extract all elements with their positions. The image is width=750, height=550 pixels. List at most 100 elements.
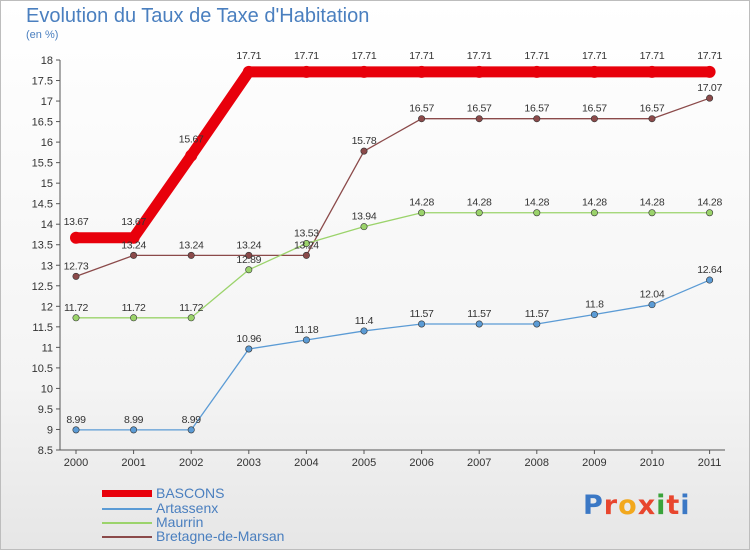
data-point [127, 231, 140, 244]
data-point [706, 209, 714, 217]
x-tick-label: 2002 [179, 457, 203, 469]
x-tick-label: 2008 [525, 457, 549, 469]
x-tick-label: 2004 [294, 457, 318, 469]
data-label: 13.53 [294, 228, 319, 240]
data-label: 17.71 [524, 50, 549, 62]
data-point [70, 231, 82, 244]
y-tick-label: 9 [47, 424, 53, 436]
data-label: 11.4 [355, 315, 374, 327]
x-tick-label: 2007 [467, 457, 491, 469]
data-point [648, 115, 656, 123]
data-point [648, 209, 656, 217]
data-point [360, 327, 368, 335]
data-label: 11.18 [294, 324, 318, 336]
data-point [706, 94, 714, 102]
data-point [648, 301, 656, 309]
series-line-artassenx [75, 279, 711, 431]
x-tick-label: 2000 [64, 457, 88, 469]
data-point [72, 272, 80, 280]
y-tick-label: 11 [42, 342, 53, 354]
data-point [475, 115, 483, 123]
data-label: 11.57 [410, 308, 434, 320]
data-label: 8.99 [66, 414, 86, 426]
chart-title: Evolution du Taux de Taxe d'Habitation [26, 5, 370, 27]
y-tick-label: 15.5 [32, 158, 53, 170]
series-line-bretagne-de-marsan [75, 97, 711, 277]
data-point [533, 115, 541, 123]
y-tick-label: 18 [41, 55, 53, 67]
data-point [245, 251, 253, 259]
data-point [245, 345, 253, 353]
data-point [72, 426, 80, 434]
proxiti-logo: Proxiti [583, 490, 691, 521]
data-point [130, 314, 138, 322]
data-point [358, 65, 370, 78]
data-point [473, 65, 486, 78]
data-label: 12.73 [64, 260, 89, 272]
y-tick-label: 17.5 [32, 76, 53, 88]
data-point [590, 209, 598, 217]
data-point [130, 426, 138, 434]
data-label: 11.57 [525, 308, 549, 320]
y-tick-label: 14 [41, 219, 53, 231]
data-point [300, 65, 313, 78]
legend-label-bretagne-de-marsan: Bretagne-de-Marsan [156, 528, 285, 544]
legend-swatch-artassenx [102, 508, 152, 510]
data-label: 13.24 [236, 239, 261, 251]
data-label: 17.71 [409, 50, 434, 62]
data-point [706, 276, 714, 284]
data-point [302, 240, 310, 248]
data-point [418, 115, 426, 123]
x-tick-label: 2001 [121, 457, 145, 469]
data-point [242, 65, 255, 78]
data-point [360, 147, 368, 155]
data-point [590, 311, 598, 319]
data-point [703, 65, 716, 78]
y-tick-label: 14.5 [32, 199, 53, 211]
data-point [533, 320, 541, 328]
legend-label-maurrin: Maurrin [156, 514, 204, 530]
data-label: 14.28 [582, 197, 607, 209]
data-point [187, 314, 195, 322]
data-point [185, 149, 198, 162]
series-line-bascons [70, 66, 716, 244]
data-label: 15.67 [179, 134, 204, 146]
data-point [530, 65, 543, 78]
x-tick-label: 2011 [698, 457, 722, 469]
chart-subtitle: (en %) [26, 29, 59, 41]
data-label: 12.64 [697, 264, 722, 276]
series-line-maurrin [75, 212, 711, 319]
x-tick-label: 2003 [237, 457, 261, 469]
data-point [130, 251, 138, 259]
data-label: 16.57 [524, 103, 549, 115]
y-tick-label: 9.5 [38, 404, 53, 416]
data-point [72, 314, 80, 322]
data-label: 17.71 [582, 50, 607, 62]
y-tick-label: 15 [41, 178, 53, 190]
x-tick-label: 2010 [640, 457, 664, 469]
y-tick-label: 10.5 [32, 363, 53, 375]
data-label: 13.24 [121, 239, 146, 251]
data-point [533, 209, 541, 217]
y-tick-label: 13.5 [32, 240, 53, 252]
data-point [302, 336, 310, 344]
x-tick-label: 2005 [352, 457, 376, 469]
data-point [245, 266, 253, 274]
data-label: 13.24 [294, 239, 319, 251]
data-label: 11.8 [585, 299, 604, 311]
data-point [646, 65, 658, 78]
data-label: 16.57 [467, 103, 492, 115]
data-label: 17.71 [697, 50, 722, 62]
data-point [187, 426, 195, 434]
data-label: 11.72 [64, 302, 88, 314]
y-tick-label: 16 [41, 137, 53, 149]
data-point [415, 65, 428, 78]
data-label: 16.57 [640, 103, 665, 115]
legend-swatch-maurrin [102, 522, 152, 524]
data-label: 17.71 [467, 50, 492, 62]
data-label: 17.71 [352, 50, 377, 62]
y-tick-label: 16.5 [32, 117, 53, 129]
data-label: 13.94 [352, 211, 377, 223]
data-label: 14.28 [640, 197, 665, 209]
